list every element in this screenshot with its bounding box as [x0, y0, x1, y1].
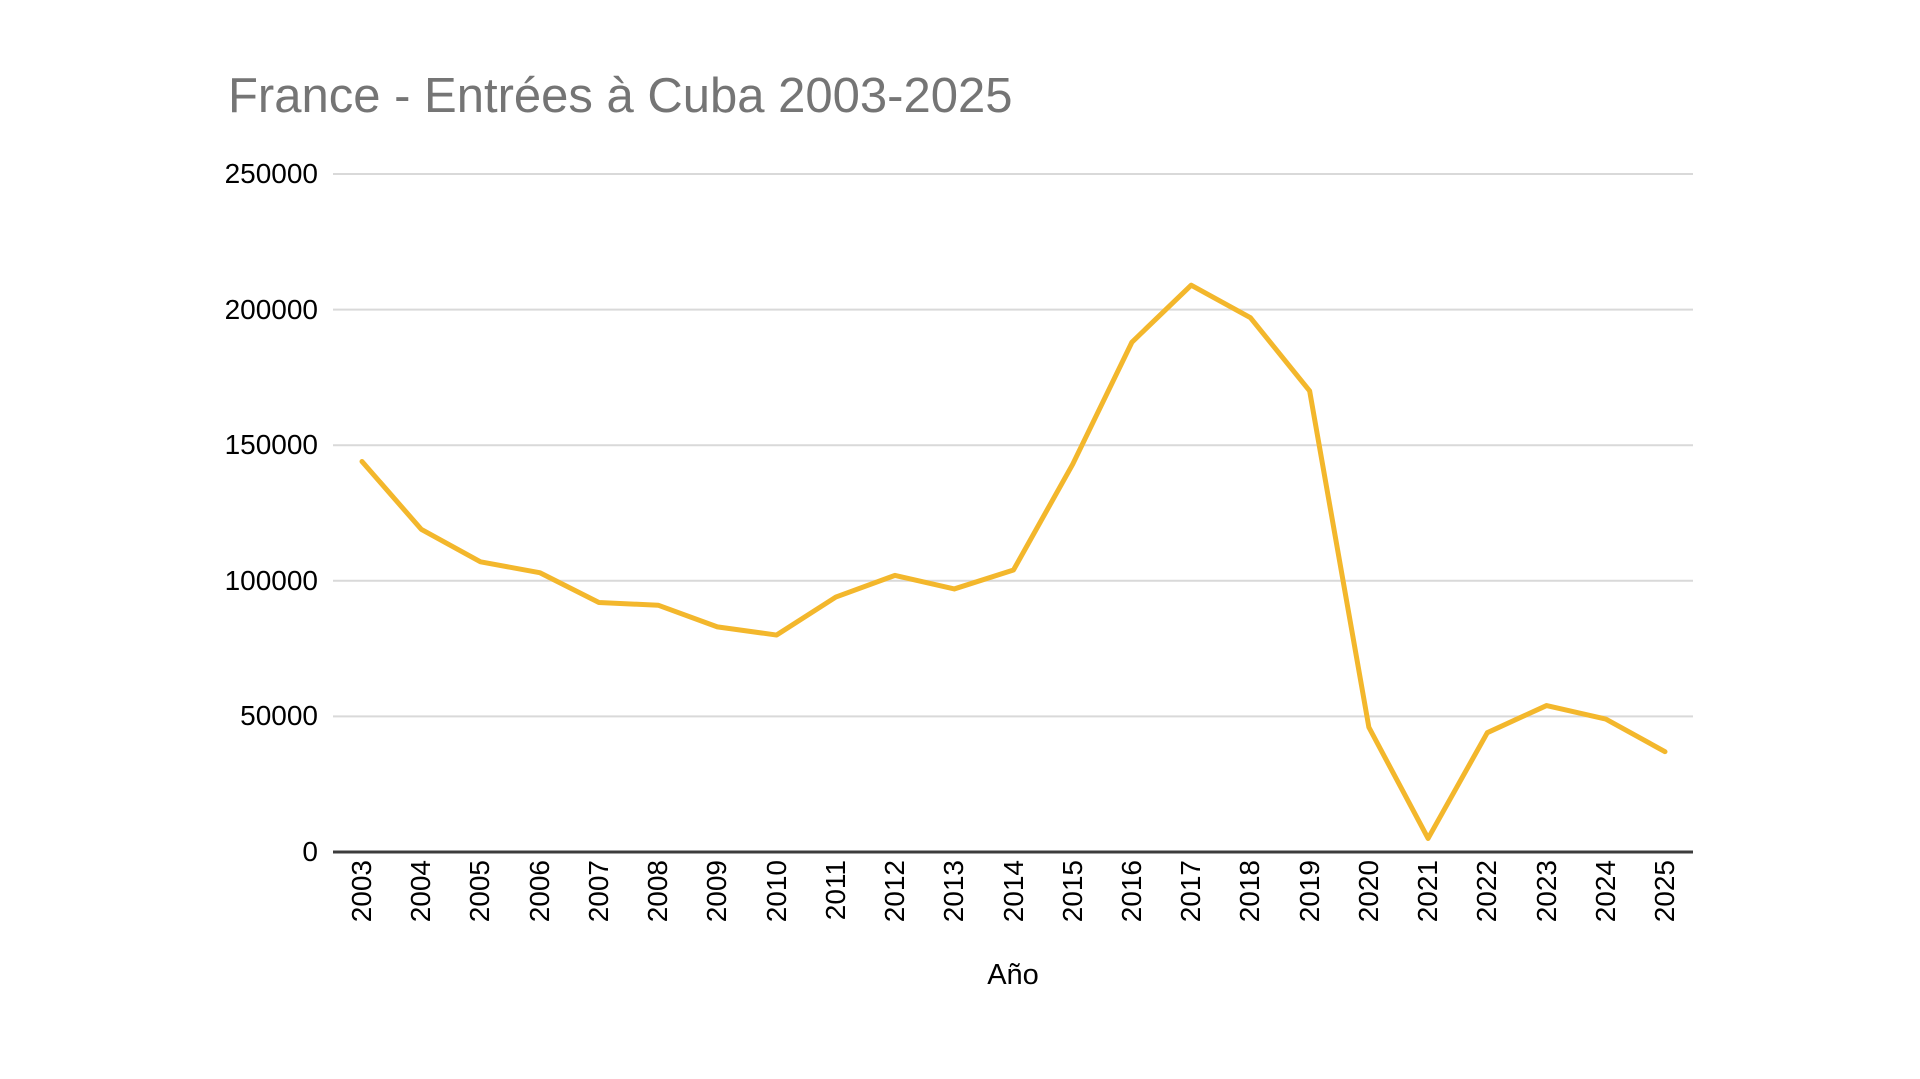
x-axis-tick-label: 2010 — [760, 860, 792, 923]
x-axis-tick-label: 2003 — [346, 860, 377, 923]
x-axis-tick-label: 2016 — [1115, 860, 1147, 923]
x-axis-tick-label: 2004 — [405, 860, 437, 923]
x-axis-tick-label: 2008 — [642, 860, 674, 923]
x-axis-tick-label: 2009 — [701, 860, 733, 923]
x-axis-tick-label: 2014 — [997, 860, 1029, 923]
y-axis-tick-label: 50000 — [240, 700, 318, 732]
x-axis-title: Año — [987, 959, 1039, 991]
x-axis-tick-label: 2017 — [1175, 860, 1207, 923]
x-axis-tick-label: 2022 — [1471, 860, 1503, 923]
x-axis-tick-label: 2020 — [1352, 860, 1384, 923]
x-axis-tick-label: 2018 — [1234, 860, 1266, 923]
x-axis-tick-label: 2025 — [1649, 860, 1680, 923]
x-axis-tick-label: 2012 — [879, 860, 911, 923]
x-axis-tick-label: 2021 — [1412, 860, 1444, 923]
x-axis-tick-label: 2007 — [582, 860, 614, 923]
y-axis-tick-label: 0 — [302, 836, 318, 867]
x-axis-tick-label: 2005 — [464, 860, 496, 923]
y-axis-tick-label: 150000 — [224, 429, 318, 461]
y-axis-tick-label: 250000 — [224, 158, 318, 189]
y-axis-tick-label: 100000 — [224, 564, 318, 596]
x-axis-tick-label: 2011 — [819, 860, 851, 921]
y-axis-tick-label: 200000 — [224, 293, 318, 325]
data-series-line — [359, 282, 1668, 841]
x-axis-tick-label: 2024 — [1589, 860, 1621, 923]
x-axis-tick-label: 2019 — [1293, 860, 1325, 923]
x-axis-tick-label: 2015 — [1056, 860, 1088, 923]
x-axis-tick-label: 2013 — [938, 860, 970, 923]
x-axis-tick-label: 2023 — [1530, 860, 1562, 923]
x-axis-tick-label: 2006 — [523, 860, 555, 923]
chart-title: France - Entrées à Cuba 2003-2025 — [228, 69, 1013, 123]
